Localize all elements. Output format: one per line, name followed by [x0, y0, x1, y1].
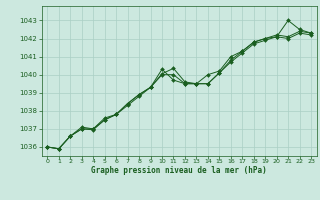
X-axis label: Graphe pression niveau de la mer (hPa): Graphe pression niveau de la mer (hPa): [91, 166, 267, 175]
